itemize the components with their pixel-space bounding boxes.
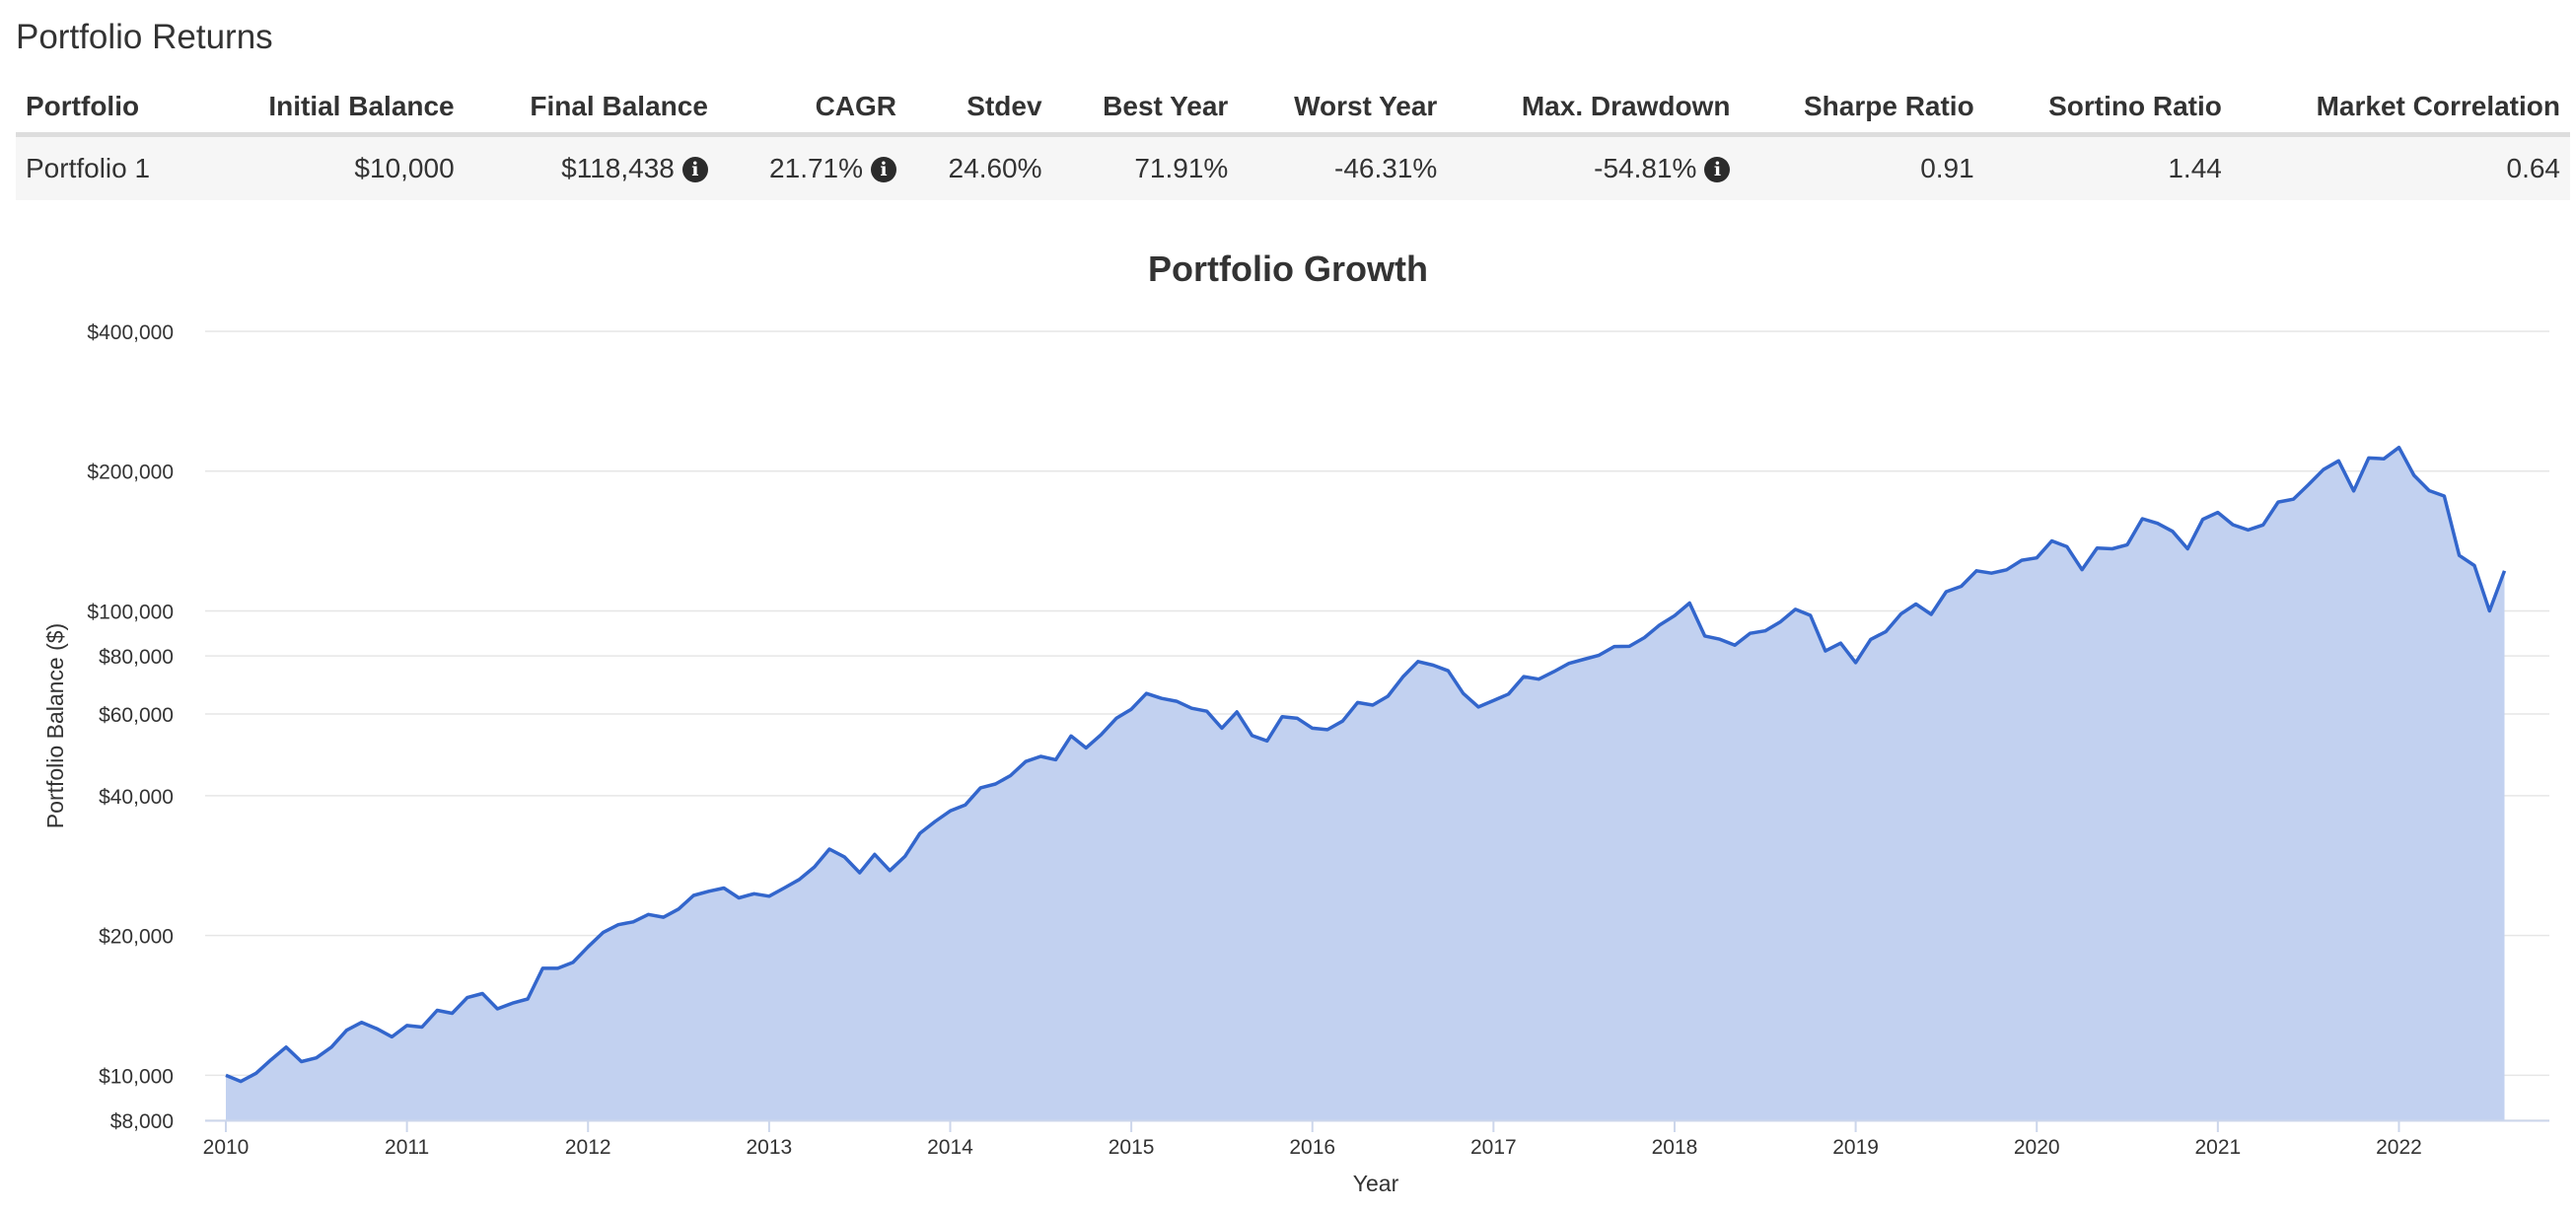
y-tick-label: $20,000: [99, 926, 174, 949]
x-tick-label: 2014: [927, 1136, 973, 1159]
series-line: [225, 445, 2507, 1084]
y-tick-label: $60,000: [99, 704, 174, 727]
y-axis-title: Portfolio Balance ($): [42, 623, 68, 828]
x-tick-label: 2021: [2194, 1136, 2241, 1159]
table-row: Portfolio 1 $10,000 $118,438 i 21.71% i 24…: [16, 134, 2570, 200]
chart-title: Portfolio Growth: [1148, 249, 1428, 289]
table-header-row: Portfolio Initial Balance Final Balance …: [16, 81, 2570, 137]
cell-sharpe-ratio: 0.91: [1740, 134, 1984, 200]
info-circle-icon[interactable]: i: [1704, 157, 1731, 182]
x-tick-label: 2019: [1832, 1136, 1879, 1159]
info-circle-icon[interactable]: i: [871, 157, 897, 182]
cell-stdev: 24.60%: [906, 134, 1052, 200]
cagr-value: 21.71%: [769, 153, 864, 183]
y-tick-label: $8,000: [110, 1110, 174, 1133]
column-header-best-year[interactable]: Best Year: [1051, 81, 1239, 137]
x-tick-label: 2018: [1652, 1136, 1698, 1159]
page-title: Portfolio Returns: [16, 18, 273, 56]
cell-market-correlation: 0.64: [2231, 134, 2570, 200]
x-tick-label: 2012: [565, 1136, 611, 1159]
x-tick-label: 2015: [1109, 1136, 1155, 1159]
cell-max-drawdown: -54.81% i: [1447, 134, 1741, 200]
column-header-sharpe-ratio[interactable]: Sharpe Ratio: [1740, 81, 1984, 137]
column-header-initial-balance[interactable]: Initial Balance: [200, 81, 465, 137]
y-tick-label: $10,000: [99, 1065, 174, 1088]
cell-initial-balance: $10,000: [200, 134, 465, 200]
y-tick-label: $200,000: [87, 462, 174, 484]
column-header-market-correlation[interactable]: Market Correlation: [2231, 81, 2570, 137]
y-tick-label: $80,000: [99, 646, 174, 669]
cell-cagr: 21.71% i: [717, 134, 907, 200]
max-drawdown-value: -54.81%: [1594, 153, 1697, 183]
column-header-final-balance[interactable]: Final Balance: [464, 81, 718, 137]
y-tick-label: $40,000: [99, 786, 174, 809]
cell-best-year: 71.91%: [1051, 134, 1239, 200]
y-tick-label: $400,000: [87, 321, 174, 344]
x-tick-label: 2016: [1289, 1136, 1335, 1159]
column-header-worst-year[interactable]: Worst Year: [1238, 81, 1448, 137]
series-area: [226, 447, 2505, 1120]
cell-sortino-ratio: 1.44: [1983, 134, 2232, 200]
info-circle-icon[interactable]: i: [681, 157, 708, 182]
column-header-portfolio[interactable]: Portfolio: [16, 81, 201, 137]
column-header-max-drawdown[interactable]: Max. Drawdown: [1447, 81, 1741, 137]
portfolio-returns-table: Portfolio Initial Balance Final Balance …: [16, 81, 2570, 200]
y-tick-label: $100,000: [87, 601, 174, 623]
cell-portfolio: Portfolio 1: [16, 134, 201, 200]
x-tick-label: 2017: [1470, 1136, 1517, 1159]
x-tick-label: 2010: [203, 1136, 250, 1159]
x-tick-label: 2022: [2376, 1136, 2422, 1159]
cell-worst-year: -46.31%: [1238, 134, 1448, 200]
column-header-cagr[interactable]: CAGR: [717, 81, 907, 137]
cell-final-balance: $118,438 i: [464, 134, 718, 200]
x-tick-label: 2020: [2014, 1136, 2060, 1159]
final-balance-value: $118,438: [561, 153, 675, 183]
column-header-sortino-ratio[interactable]: Sortino Ratio: [1983, 81, 2232, 137]
column-header-stdev[interactable]: Stdev: [906, 81, 1052, 137]
x-tick-label: 2013: [747, 1136, 793, 1159]
x-axis-title: Year: [1353, 1171, 1399, 1196]
x-tick-label: 2011: [385, 1136, 429, 1159]
